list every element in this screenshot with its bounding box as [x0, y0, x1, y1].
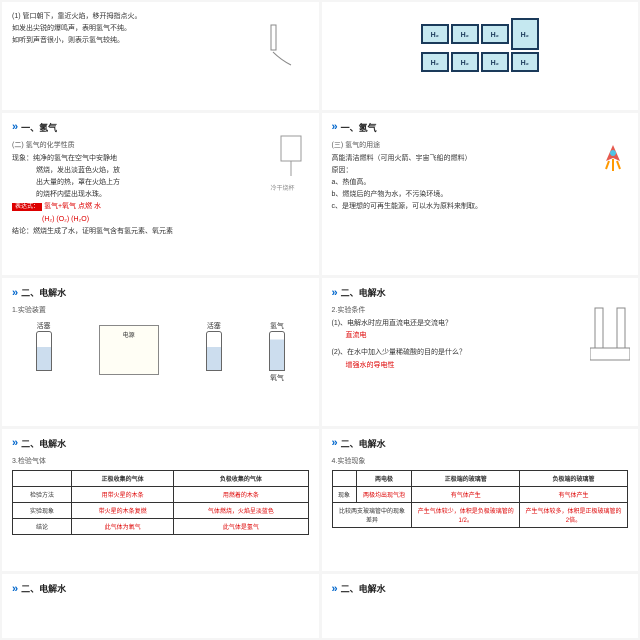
- title: 二、电解水: [341, 582, 386, 595]
- slide-h2-cells: H₂H₂H₂H₂ H₂H₂H₂H₂: [322, 2, 639, 110]
- label: 氢气: [269, 321, 285, 331]
- chevron-icon: »: [12, 583, 18, 595]
- row-label: 实验现象: [13, 502, 72, 518]
- th: 两电极: [356, 470, 412, 486]
- text: 原因：: [332, 165, 629, 176]
- text: 出大量的热，罩在火焰上方: [12, 177, 309, 188]
- answer: 增强水的导电性: [332, 360, 629, 371]
- apparatus-icon: [590, 303, 630, 363]
- chevron-icon: »: [332, 437, 338, 449]
- answer: 直流电: [332, 330, 629, 341]
- gas-test-table: 正极收集的气体负极收集的气体 检验方法用带火星的木条用燃着的木条 实验现象带火星…: [12, 470, 309, 535]
- row-label: 现象: [332, 486, 356, 502]
- subtitle: (三) 氢气的用途: [332, 140, 629, 150]
- slide-partial: »二、电解水: [2, 574, 319, 638]
- slide-gas-test: »二、电解水 3.检验气体 正极收集的气体负极收集的气体 检验方法用带火星的木条…: [2, 429, 319, 572]
- beaker-icon: [271, 131, 311, 181]
- cell: 气体燃烧，火焰呈淡蓝色: [174, 502, 308, 518]
- apparatus-diagram: 活塞 电源 活塞 氢气氧气: [12, 321, 309, 383]
- h2-cell: H₂: [511, 18, 539, 50]
- slide-phenomenon: »二、电解水 4.实验现象 两电极正极端的玻璃管负极端的玻璃管 现象两极均出现气…: [322, 429, 639, 572]
- h2-cell: H₂: [511, 52, 539, 72]
- h2-cell: H₂: [421, 52, 449, 72]
- cell: 用带火星的木条: [72, 486, 174, 502]
- question: (2)、在水中加入少量稀硫酸的目的是什么？: [332, 347, 629, 358]
- cell: 产生气体较多，体积是正极玻璃管的2倍。: [519, 502, 627, 527]
- label: 冷干烧杯: [271, 183, 311, 192]
- cell: 有气体产生: [519, 486, 627, 502]
- h2-cell: H₂: [421, 24, 449, 44]
- subtitle: 1.实验装置: [12, 305, 309, 315]
- title: 二、电解水: [21, 437, 66, 450]
- subtitle: (二) 氢气的化学性质: [12, 140, 309, 150]
- th: 负极端的玻璃管: [519, 470, 627, 486]
- chevron-icon: »: [332, 121, 338, 133]
- chevron-icon: »: [332, 287, 338, 299]
- slide-usage: »一、氢气 (三) 氢气的用途 高能清洁燃料（可用火箭、宇宙飞船的燃料） 原因：…: [322, 113, 639, 275]
- chevron-icon: »: [12, 437, 18, 449]
- chevron-icon: »: [12, 287, 18, 299]
- slide-conditions: »二、电解水 2.实验条件 (1)、电解水时应用直流电还是交流电？ 直流电 (2…: [322, 278, 639, 426]
- row-label: 比较两支玻璃管中的现象差异: [332, 502, 412, 527]
- rocket-icon: [598, 143, 628, 173]
- cell: 用燃着的木条: [174, 486, 308, 502]
- row-label: 结论: [13, 518, 72, 534]
- subtitle: 2.实验条件: [332, 305, 629, 315]
- slide-chemical-property: »一、氢气 (二) 氢气的化学性质 现象：纯净的氢气在空气中安静地 燃烧，发出淡…: [2, 113, 319, 275]
- title: 一、氢气: [341, 121, 377, 134]
- text: 高能清洁燃料（可用火箭、宇宙飞船的燃料）: [332, 153, 629, 164]
- label: 活塞: [206, 321, 222, 331]
- title: 二、电解水: [21, 286, 66, 299]
- slide-partial: »二、电解水: [322, 574, 639, 638]
- cell: 有气体产生: [412, 486, 519, 502]
- cell: 产生气体较少，体积是负极玻璃管的1/2。: [412, 502, 519, 527]
- slide-hydrogen-test: (1) 管口朝下，靠近火焰，移开拇指点火。 如发出尖锐的爆鸣声，表明氢气不纯。 …: [2, 2, 319, 110]
- th: 负极收集的气体: [174, 470, 308, 486]
- title: 二、电解水: [341, 437, 386, 450]
- question: (1)、电解水时应用直流电还是交流电？: [332, 318, 629, 329]
- subtitle: 4.实验现象: [332, 456, 629, 466]
- h2-cell: H₂: [481, 52, 509, 72]
- chevron-icon: »: [332, 583, 338, 595]
- h2-cell: H₂: [451, 52, 479, 72]
- th: 正极收集的气体: [72, 470, 174, 486]
- h2-cell: H₂: [451, 24, 479, 44]
- title: 一、氢气: [21, 121, 57, 134]
- cell: 此气体为氧气: [72, 518, 174, 534]
- text: 的烧杯内壁出现水珠。: [12, 189, 309, 200]
- equation-sub: (H₂) (O₂) (H₂O): [12, 214, 309, 225]
- phenomenon-table: 两电极正极端的玻璃管负极端的玻璃管 现象两极均出现气泡有气体产生有气体产生 比较…: [332, 470, 629, 528]
- cell: 带火星的木条复燃: [72, 502, 174, 518]
- text: 纯净的氢气在空气中安静地: [33, 155, 117, 162]
- slide-electrolysis-device: »二、电解水 1.实验装置 活塞 电源 活塞 氢气氧气: [2, 278, 319, 426]
- label: 活塞: [36, 321, 52, 331]
- row-label: 检验方法: [13, 486, 72, 502]
- hand-tube-icon: [261, 20, 311, 70]
- conclusion: 结论：燃烧生成了水，证明氢气含有氢元素、氧元素: [12, 226, 309, 237]
- chevron-icon: »: [12, 121, 18, 133]
- text: a、热值高。: [332, 177, 629, 188]
- cell: 两极均出现气泡: [356, 486, 412, 502]
- label: 氧气: [269, 373, 285, 383]
- title: 二、电解水: [21, 582, 66, 595]
- tag: 表达式：: [12, 203, 42, 211]
- label: 现象：: [12, 155, 33, 162]
- equation: 氢气+氧气 点燃 水: [44, 203, 101, 210]
- subtitle: 3.检验气体: [12, 456, 309, 466]
- h2-cell: H₂: [481, 24, 509, 44]
- text: c、是理想的可再生能源，可以水为原料来制取。: [332, 201, 629, 212]
- th: 正极端的玻璃管: [412, 470, 519, 486]
- cell: 此气体是氢气: [174, 518, 308, 534]
- text: 燃烧，发出淡蓝色火焰，放: [12, 165, 309, 176]
- text: b、燃烧后的产物为水，不污染环境。: [332, 189, 629, 200]
- title: 二、电解水: [341, 286, 386, 299]
- label: 电源: [104, 330, 154, 339]
